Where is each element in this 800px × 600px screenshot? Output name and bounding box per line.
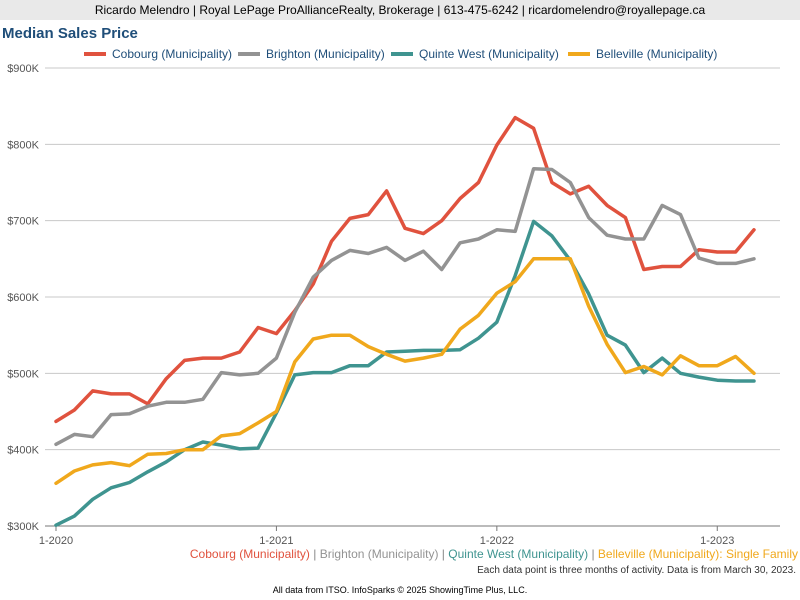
x-tick-label: 1-2020 [39,535,73,547]
legend-swatch-cobourg [84,52,106,56]
y-tick-label: $400K [7,445,39,457]
footer-series-line: Cobourg (Municipality) | Brighton (Munic… [190,547,798,561]
series-lines [54,115,756,527]
footer-property-type: Single Family [725,547,798,561]
y-tick-label: $700K [7,216,39,228]
legend-swatch-belleville [568,52,590,56]
chart-title: Median Sales Price [2,25,138,42]
footer-series-brighton: Brighton (Municipality) [319,547,439,561]
y-tick-label: $800K [7,139,39,151]
series-line-cobourg[interactable] [54,115,756,424]
footer-series-quinte-west: Quinte West (Municipality) [448,547,589,561]
legend-swatch-quinte-west [391,52,413,56]
legend-label-belleville: Belleville (Municipality) [596,47,718,61]
y-tick-label: $900K [7,63,39,75]
y-tick-label: $300K [7,521,39,533]
x-tick-label: 1-2022 [480,535,514,547]
footer-separator: | [591,547,595,561]
legend-swatch-brighton [238,52,260,56]
footer-series-belleville: Belleville (Municipality) [597,547,720,561]
legend-label-quinte-west: Quinte West (Municipality) [419,47,559,61]
footer-separator: | [313,547,317,561]
series-line-quinte-west[interactable] [54,219,756,527]
y-tick-label: $500K [7,368,39,380]
legend-label-cobourg: Cobourg (Municipality) [112,47,233,61]
footer-separator: | [441,547,445,561]
series-line-brighton[interactable] [54,167,756,447]
agent-banner: Ricardo Melendro | Royal LePage ProAllia… [0,0,800,20]
legend-label-brighton: Brighton (Municipality) [266,47,385,61]
footer-colon: : [719,547,723,561]
data-credit: All data from ITSO. InfoSparks © 2025 Sh… [272,585,528,595]
y-tick-label: $600K [7,292,39,304]
x-tick-label: 1-2023 [700,535,734,547]
footer-series-cobourg: Cobourg (Municipality) [189,547,310,561]
series-line-belleville[interactable] [54,257,756,486]
axes: $300K $400K $500K $600K $700K $800K $900K 1-202… [7,63,780,547]
data-note: Each data point is three months of activ… [477,565,796,576]
x-tick-label: 1-2021 [259,535,293,547]
chart-legend: Cobourg (Municipality) Brighton (Municip… [0,44,800,64]
